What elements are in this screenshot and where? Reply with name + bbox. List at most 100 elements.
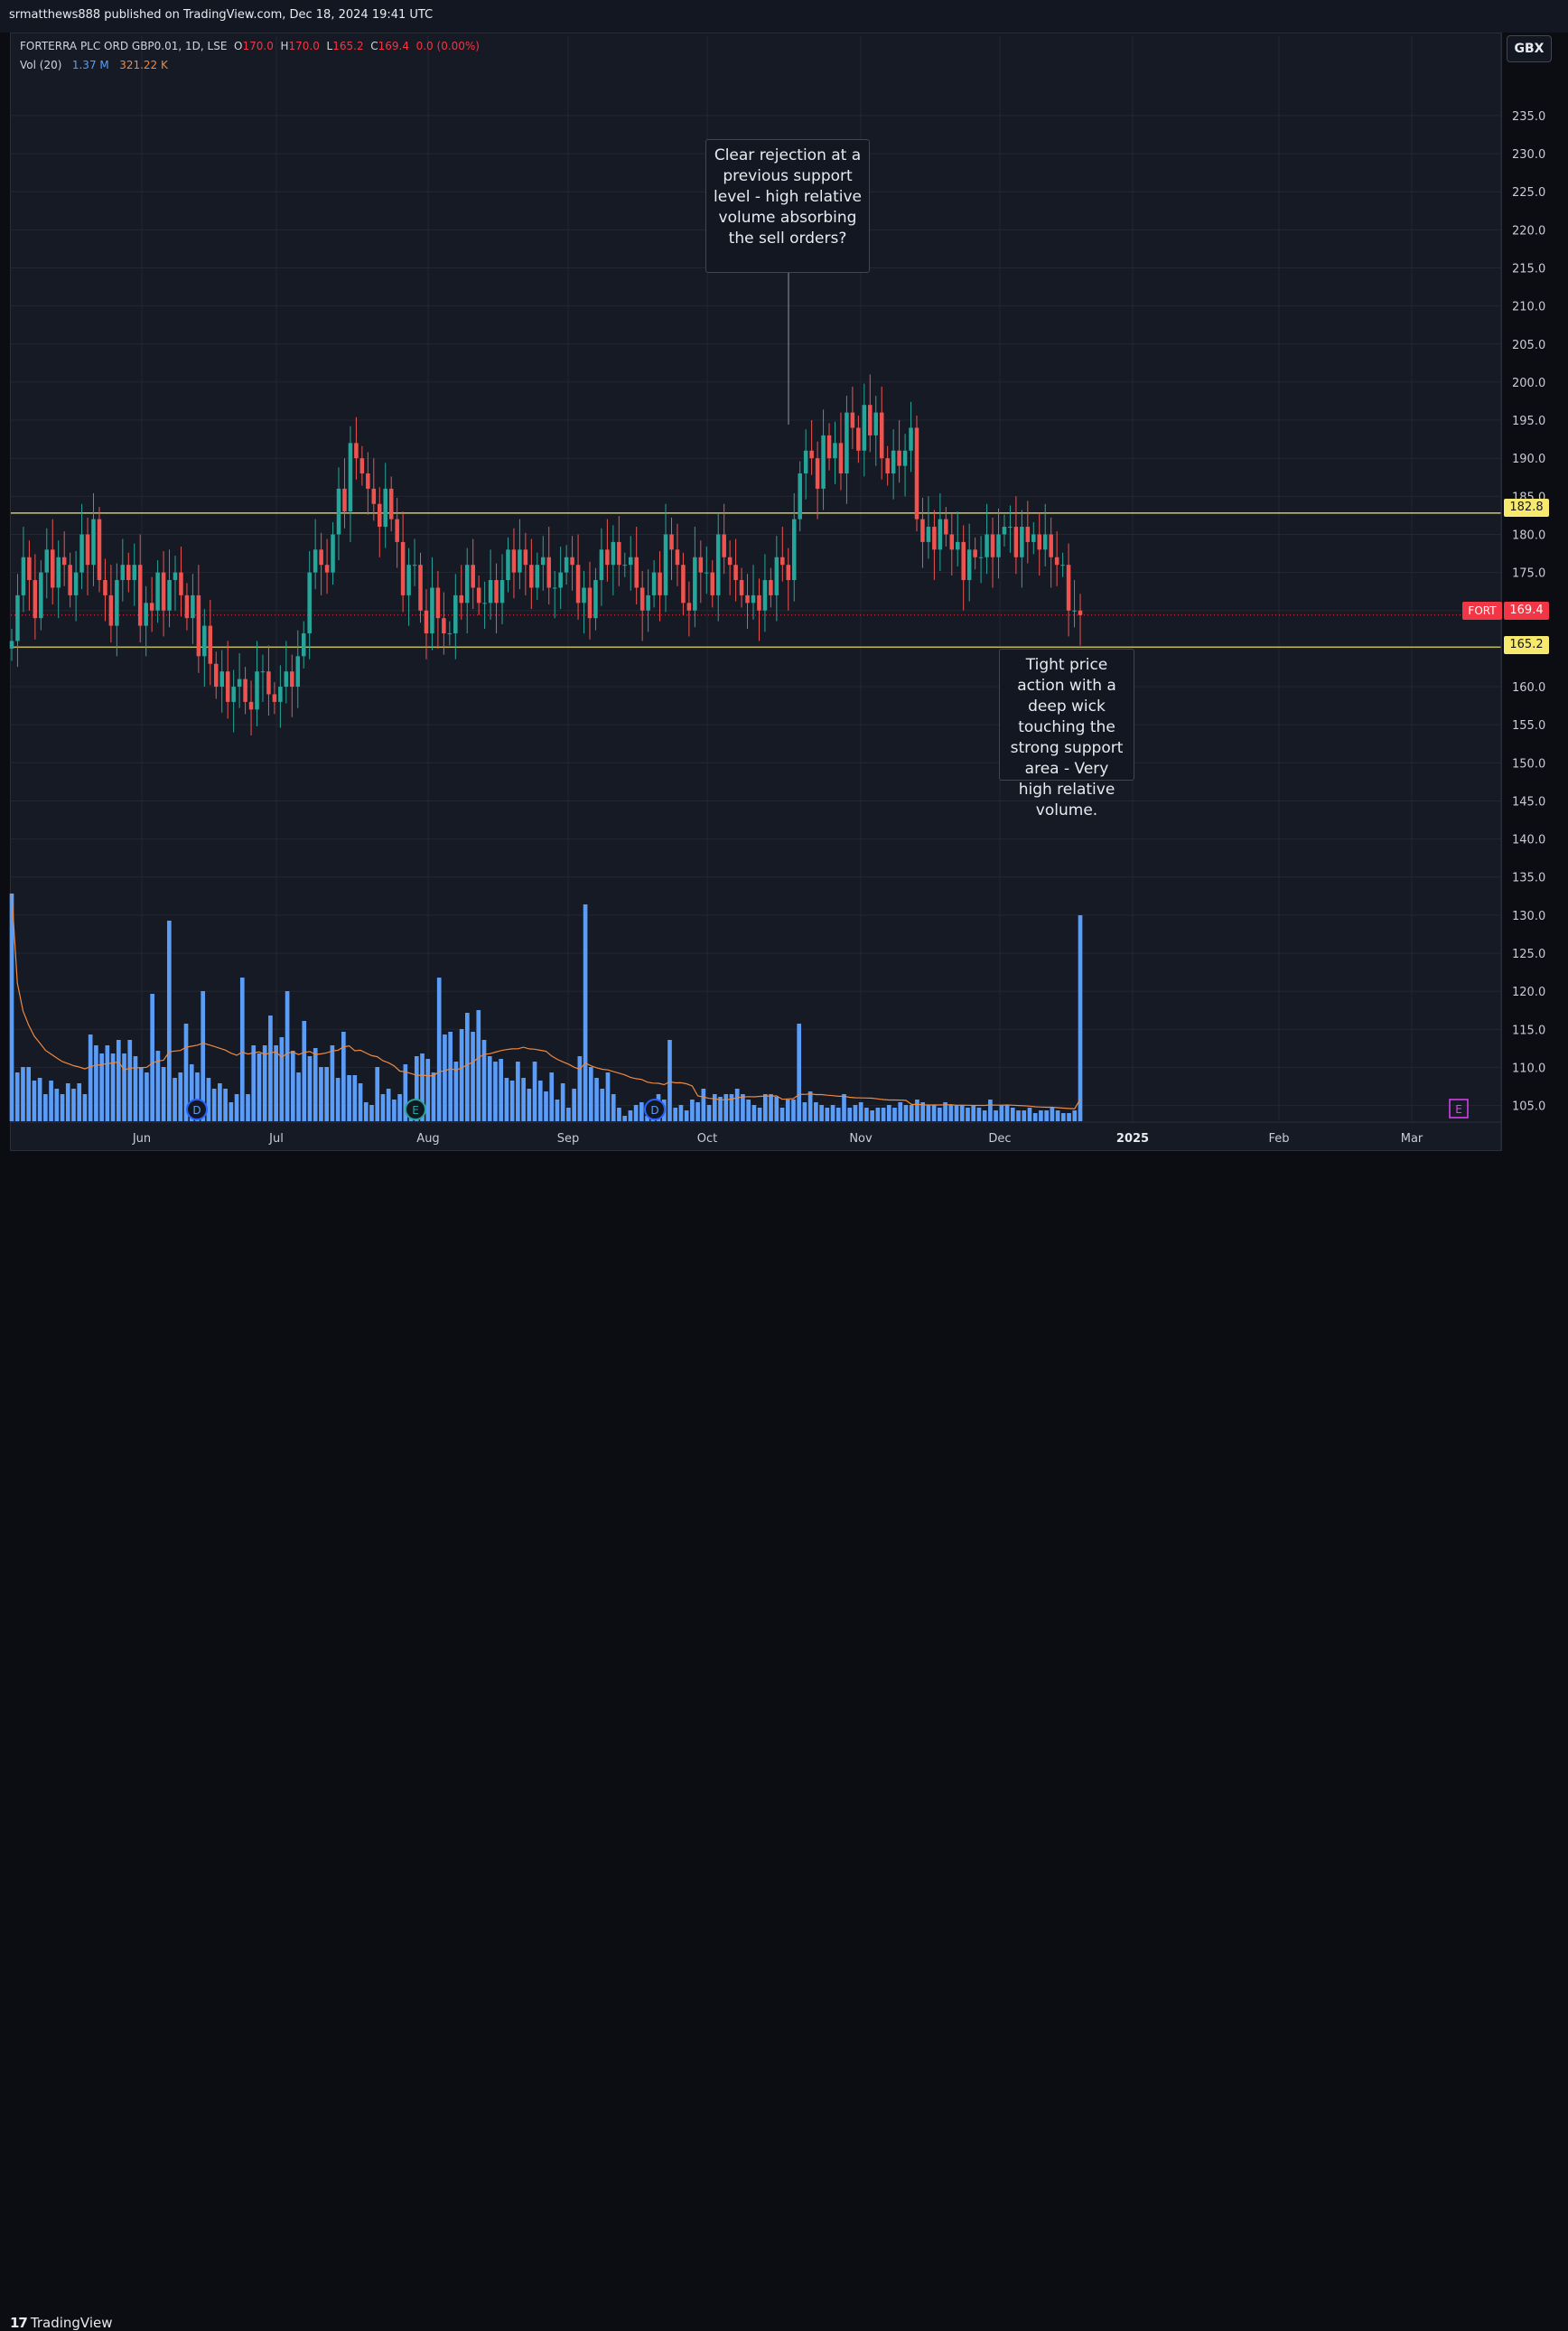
candle-body — [838, 443, 844, 474]
candle-body — [137, 565, 143, 626]
y-tick-label: 155.0 — [1512, 719, 1545, 733]
volume-bar — [684, 1110, 689, 1121]
volume-bar — [234, 1094, 239, 1121]
candle-body — [27, 557, 32, 581]
candle-body — [949, 534, 955, 550]
candle-body — [44, 549, 50, 573]
upcoming-earnings-letter: E — [1455, 1103, 1462, 1116]
candle-body — [826, 435, 832, 459]
volume-bar — [842, 1094, 846, 1121]
volume-bar — [751, 1105, 757, 1121]
resistance-price-tag: 182.8 — [1504, 499, 1549, 517]
volume-bar — [532, 1062, 537, 1121]
x-tick-label: 2025 — [1116, 1132, 1149, 1146]
candle-body — [488, 580, 493, 604]
candle-body — [1078, 610, 1083, 615]
volume-bar — [966, 1108, 970, 1121]
volume-bar — [319, 1067, 323, 1121]
close-label: C — [370, 40, 378, 52]
candle-body — [295, 656, 301, 688]
x-tick-label: Sep — [557, 1132, 580, 1146]
volume-bar — [302, 1021, 307, 1121]
volume-bar — [145, 1072, 149, 1121]
candle-body — [622, 565, 628, 566]
volume-bar — [943, 1102, 947, 1121]
candle-body — [769, 580, 773, 595]
candle-body — [914, 427, 919, 520]
candle-body — [290, 671, 294, 688]
candle-body — [966, 549, 972, 581]
candle-body — [15, 594, 20, 641]
earnings-marker-icon — [405, 1099, 426, 1120]
annotation-support[interactable]: Tight price action with a deep wick touc… — [999, 649, 1134, 819]
candle-body — [1020, 527, 1024, 557]
volume-bar — [639, 1102, 644, 1121]
volume-ma-line — [11, 893, 1081, 1109]
volume-bar — [392, 1100, 397, 1121]
volume-bar — [1016, 1110, 1021, 1121]
low-label: L — [326, 40, 333, 52]
volume-bar — [178, 1072, 183, 1121]
candle-body — [1054, 557, 1059, 566]
symbol-legend[interactable]: FORTERRA PLC ORD GBP0.01, 1D, LSE O170.0… — [20, 40, 480, 52]
open-value: 170.0 — [242, 40, 274, 52]
volume-bar — [825, 1108, 830, 1121]
volume-bar — [211, 1089, 217, 1121]
candle-body — [1002, 527, 1007, 535]
open-label: O — [234, 40, 243, 52]
volume-bar — [1010, 1108, 1015, 1121]
volume-bar — [830, 1105, 835, 1121]
volume-bar — [375, 1067, 380, 1121]
y-tick-label: 135.0 — [1512, 872, 1545, 885]
tradingview-logo[interactable]: 17 TradingView — [10, 2315, 113, 2331]
volume-bar — [701, 1089, 706, 1121]
candle-body — [371, 488, 377, 504]
volume-bar — [617, 1108, 621, 1121]
volume-legend[interactable]: Vol (20) 1.37 M 321.22 K — [20, 59, 168, 71]
candle-body — [523, 549, 528, 566]
price-chart[interactable]: 105.0 110.0 115.0 120.0 125.0 130.0 135.0 140.0… — [0, 0, 1568, 1153]
candle-body — [1049, 534, 1053, 557]
volume-bar — [920, 1102, 925, 1121]
currency-button[interactable]: GBX — [1507, 35, 1552, 62]
volume-bar — [999, 1105, 1004, 1121]
candle-body — [751, 594, 756, 604]
volume-bar — [453, 1062, 459, 1121]
y-tick-label: 160.0 — [1512, 681, 1545, 695]
volume-bar — [155, 1051, 161, 1121]
volume-bar — [138, 1067, 144, 1121]
volume-value: 1.37 M — [71, 59, 109, 71]
candle-body — [342, 488, 347, 512]
volume-bar — [420, 1053, 425, 1121]
candle-body — [471, 565, 475, 588]
volume-bar — [448, 1032, 453, 1121]
volume-bar — [150, 994, 154, 1121]
volume-bar — [982, 1110, 987, 1121]
volume-bar — [363, 1102, 369, 1121]
volume-bar — [690, 1100, 695, 1121]
volume-bar — [296, 1072, 301, 1121]
volume-bar — [397, 1094, 402, 1121]
volume-bar — [544, 1091, 548, 1121]
candle-body — [639, 587, 645, 611]
candle-body — [885, 458, 890, 474]
volume-bar — [94, 1045, 98, 1121]
candle-body — [459, 594, 464, 604]
candle-body — [575, 565, 581, 604]
annotation-rejection[interactable]: Clear rejection at a previous support le… — [705, 139, 870, 273]
candle-body — [161, 572, 166, 611]
volume-bar — [886, 1105, 891, 1121]
volume-bar — [954, 1105, 959, 1121]
low-value: 165.2 — [332, 40, 364, 52]
volume-bar — [1055, 1110, 1060, 1121]
x-tick-label: Oct — [697, 1132, 717, 1146]
volume-bar — [239, 978, 245, 1121]
volume-bar — [858, 1102, 863, 1121]
candle-body — [1042, 534, 1048, 550]
candle-body — [447, 633, 453, 635]
volume-bar — [1004, 1105, 1010, 1121]
candle-body — [383, 488, 387, 528]
candle-body — [821, 435, 826, 489]
volume-bar — [431, 1072, 436, 1121]
candle-body — [301, 633, 306, 657]
